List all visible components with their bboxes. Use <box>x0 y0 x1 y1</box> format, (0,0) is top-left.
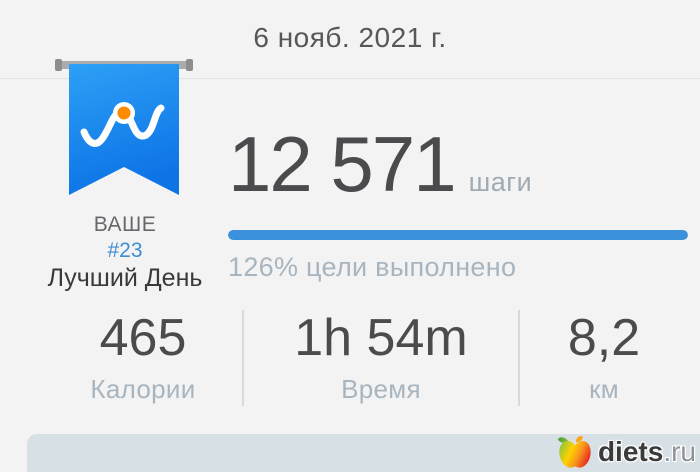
stat-distance[interactable]: 8,2 км <box>519 309 689 405</box>
badge-line-best-day: Лучший День <box>47 264 203 293</box>
rod-knob-left <box>55 59 62 71</box>
goal-status-text: 126% цели выполнено <box>228 252 517 282</box>
date-title[interactable]: 6 нояб. 2021 г. <box>253 22 447 53</box>
distance-value: 8,2 <box>567 309 641 367</box>
stat-divider-2 <box>518 310 520 406</box>
steps-value: 12 571 <box>228 120 457 208</box>
badge-line-rank: #23 <box>107 238 143 262</box>
distance-label: км <box>589 374 619 405</box>
calories-value: 465 <box>99 309 187 367</box>
watermark-tld: .ru <box>663 436 696 467</box>
time-value: 1h 54m <box>294 309 468 367</box>
watermark-text: diets.ru <box>598 436 696 468</box>
calories-label: Калории <box>90 374 196 405</box>
best-day-badge-icon <box>69 64 179 195</box>
time-label: Время <box>341 374 421 405</box>
stat-divider-1 <box>242 310 244 406</box>
stat-calories[interactable]: 465 Калории <box>43 309 243 405</box>
steps-progress-bar <box>228 230 688 240</box>
stat-active-time[interactable]: 1h 54m Время <box>243 309 519 405</box>
stats-row: 465 Калории 1h 54m Время 8,2 км <box>0 309 700 410</box>
badge-line-your: ВАШЕ <box>93 213 157 236</box>
steps-summary: 12 571 шаги <box>228 120 688 208</box>
watermark-site: diets <box>597 436 664 467</box>
diets-apple-icon <box>557 436 591 468</box>
progress-fill <box>228 230 688 240</box>
steps-unit-label: шаги <box>468 167 533 197</box>
watermark: diets.ru <box>556 434 696 470</box>
date-header: 6 нояб. 2021 г. <box>0 0 700 79</box>
rod-knob-right <box>186 59 193 71</box>
badge-caption: ВАШЕ #23 Лучший День <box>30 213 220 292</box>
